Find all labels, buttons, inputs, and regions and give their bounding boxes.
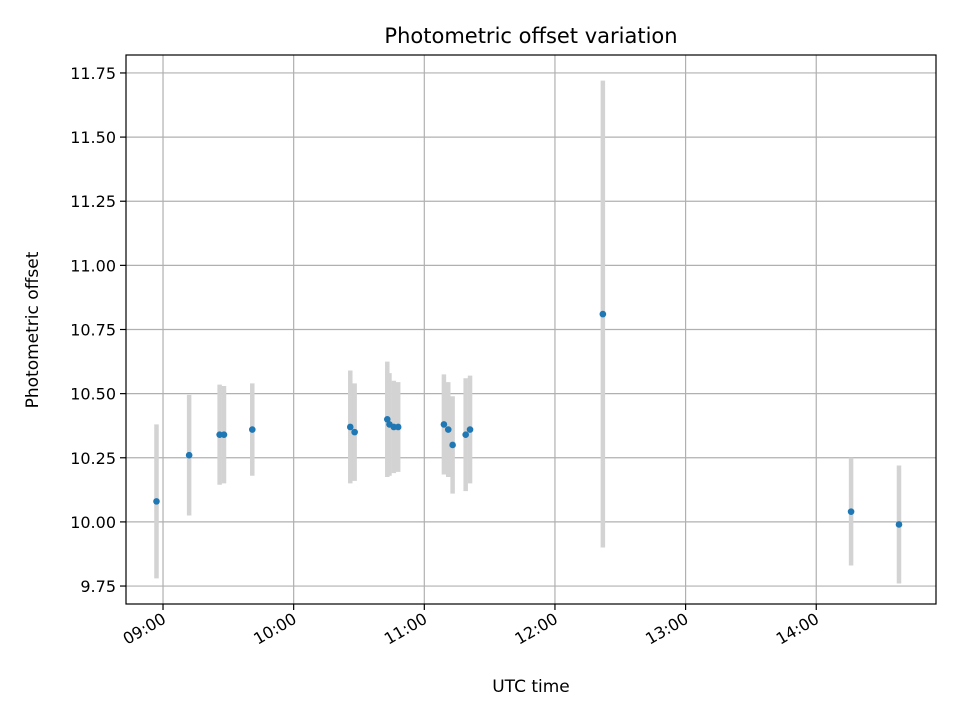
- data-point: [220, 431, 228, 438]
- data-point: [599, 310, 607, 318]
- data-point: [847, 508, 855, 515]
- y-tick-label: 9.75: [80, 577, 116, 596]
- y-tick-label: 10.75: [70, 321, 116, 340]
- y-tick-label: 11.25: [70, 192, 116, 211]
- data-point: [185, 451, 193, 459]
- y-tick-label: 10.25: [70, 449, 116, 468]
- data-point: [462, 431, 469, 438]
- y-axis-ticks: 9.75 10.00 10.25 10.50 10.75 11.00 11.25 11.50 1…: [70, 64, 126, 596]
- data-point: [248, 426, 256, 433]
- y-axis-label: Photometric offset: [23, 251, 43, 408]
- y-tick-label: 10.50: [70, 385, 116, 404]
- data-point: [394, 423, 402, 431]
- data-point: [466, 426, 474, 433]
- y-tick-label: 11.75: [70, 64, 116, 83]
- data-point: [895, 521, 903, 528]
- y-tick-label: 10.00: [70, 513, 116, 532]
- data-point: [351, 428, 358, 436]
- y-tick-label: 11.00: [70, 256, 116, 275]
- data-point: [440, 421, 448, 428]
- data-point: [383, 415, 391, 423]
- y-tick-label: 11.50: [70, 128, 116, 147]
- data-point: [444, 426, 452, 433]
- data-point: [346, 423, 354, 431]
- data-point: [153, 498, 160, 505]
- data-point: [449, 441, 456, 449]
- grid-layer: [126, 55, 936, 604]
- data-point-layer: [153, 310, 903, 528]
- chart-title: Photometric offset variation: [384, 24, 677, 48]
- x-axis-label: UTC time: [492, 677, 570, 697]
